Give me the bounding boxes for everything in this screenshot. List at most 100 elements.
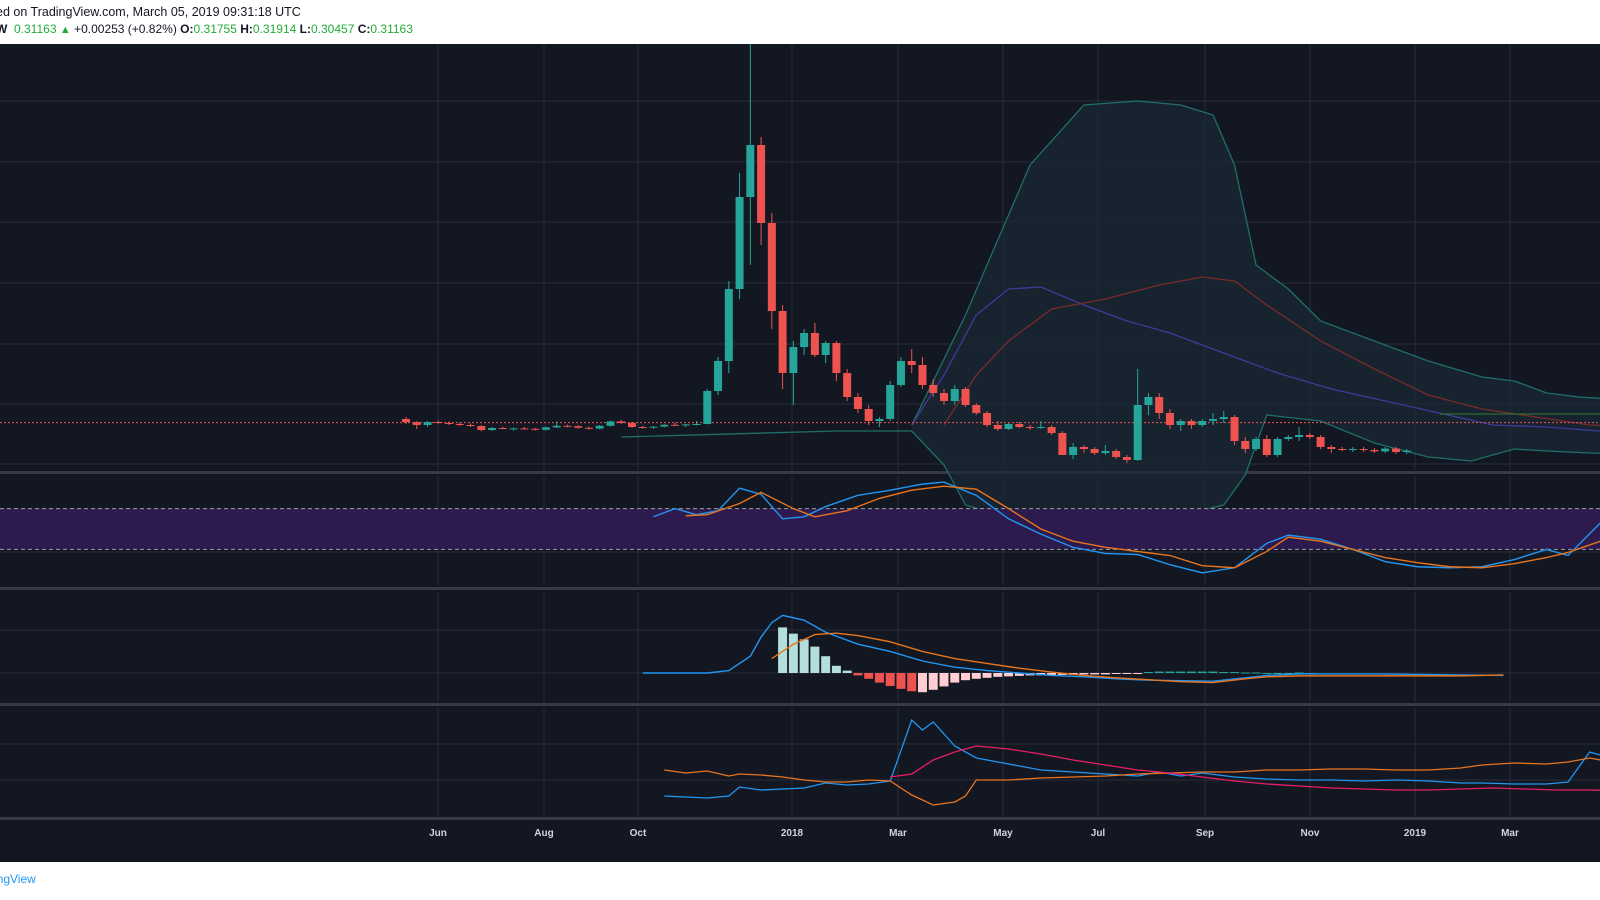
candle-body [563, 425, 572, 427]
macd-histogram-bar [1230, 672, 1240, 674]
candle-body [402, 419, 410, 422]
candle-body [983, 413, 992, 425]
macd-histogram-bar [1090, 673, 1100, 675]
price-panel[interactable] [0, 44, 1600, 526]
macd-histogram-bar [1197, 671, 1207, 673]
candle-body [445, 423, 454, 424]
candle-body [1402, 450, 1411, 452]
candle-body [1209, 419, 1217, 421]
candle-body [627, 423, 636, 427]
candle-body [509, 428, 518, 430]
macd-histogram-bar [1014, 673, 1024, 676]
candle-body [1359, 449, 1368, 450]
dmi-panel[interactable] [664, 718, 1600, 806]
candle-body [1165, 413, 1174, 425]
candle-body [1176, 421, 1185, 425]
close-label: C: [357, 22, 371, 36]
time-axis[interactable]: Jun Aug Oct 2018 Mar May Jul Sep Nov 2019 Mar [429, 828, 1519, 839]
macd-histogram-bar [864, 673, 874, 679]
candle-body [1273, 439, 1282, 455]
macd-histogram-bar [821, 656, 831, 673]
macd-histogram-bar [1057, 673, 1067, 675]
candle-body [886, 385, 895, 419]
candle-body [1370, 450, 1379, 452]
macd-histogram-bar [1186, 671, 1196, 673]
candle-body [1198, 421, 1207, 425]
low-value: 0.30457 [310, 22, 355, 36]
candle-body [853, 397, 862, 409]
up-arrow-icon: ▲ [59, 24, 71, 36]
macd-histogram-bar [917, 673, 927, 693]
time-axis-label: Nov [1301, 828, 1320, 839]
candle-body [541, 427, 550, 430]
candle-body [1305, 435, 1314, 437]
panel-separator [0, 703, 1600, 706]
candle-body [864, 409, 873, 421]
dmi-line [664, 757, 1600, 806]
macd-histogram-bar [1122, 673, 1132, 674]
macd-panel[interactable] [642, 614, 1504, 693]
candle-body [1133, 405, 1142, 460]
macd-histogram-bar [1165, 671, 1175, 673]
candle-body [1187, 421, 1196, 425]
candle-body [1015, 424, 1024, 427]
macd-histogram-bar [1240, 672, 1250, 674]
candle-body [1295, 435, 1304, 437]
rsi-line [653, 481, 1600, 574]
candle-body [1252, 439, 1261, 449]
chart-header: ed on TradingView.com, March 05, 2019 09… [0, 0, 1600, 44]
bollinger-lower-line [621, 414, 1600, 526]
macd-histogram-bar [1143, 672, 1153, 674]
macd-histogram-bar [831, 665, 841, 673]
candle-body [1036, 427, 1045, 428]
last-price: 0.31163 [14, 22, 57, 36]
candle-body [1338, 449, 1347, 450]
candle-body [843, 373, 852, 397]
macd-histogram-bar [1047, 673, 1057, 675]
candle-body [993, 425, 1002, 429]
dmi-line [890, 745, 1600, 791]
tradingview-brand[interactable]: ingView [0, 872, 36, 886]
macd-histogram-bar [993, 673, 1003, 677]
candle-body [574, 426, 583, 428]
candle-body [595, 425, 604, 429]
dmi-line [664, 718, 1600, 799]
macd-histogram-bar [907, 673, 917, 692]
macd-histogram-bar [950, 673, 960, 683]
chart-canvas[interactable]: Jun Aug Oct 2018 Mar May Jul Sep Nov 2019 Mar [0, 44, 1600, 862]
candle-body [961, 389, 970, 405]
rsi-band [0, 508, 1600, 550]
candle-body [778, 311, 787, 373]
candle-body [1327, 447, 1336, 449]
panel-separator [0, 817, 1600, 820]
candle-body [466, 425, 475, 426]
macd-histogram-bar [971, 673, 981, 679]
high-value: 0.31914 [252, 22, 297, 36]
candle-body [423, 422, 432, 425]
macd-histogram-bar [1273, 673, 1283, 674]
candle-body [810, 333, 819, 355]
candle-body [649, 426, 658, 428]
candle-body [832, 343, 841, 373]
macd-histogram-bar [788, 633, 798, 673]
candle-body [552, 425, 561, 428]
time-axis-label: Aug [534, 828, 553, 839]
macd-histogram-bar [982, 673, 992, 678]
candle-body [724, 289, 733, 361]
candle-body [1381, 448, 1390, 452]
rsi-line [685, 485, 1600, 569]
low-label: L: [299, 22, 311, 36]
candle-body [821, 343, 830, 355]
moving-average-slow [943, 276, 1600, 427]
macd-histogram-bar [896, 673, 906, 689]
rsi-panel[interactable] [0, 481, 1600, 574]
candle-body [767, 223, 776, 311]
candle-body [950, 389, 959, 401]
chart-area[interactable]: Jun Aug Oct 2018 Mar May Jul Sep Nov 2019 Mar [0, 44, 1600, 862]
time-axis-label: 2019 [1404, 828, 1427, 839]
high-label: H: [240, 22, 253, 36]
candle-body [520, 428, 529, 430]
chart-footer: ingView [0, 862, 1600, 900]
time-axis-label: Oct [630, 828, 647, 839]
candle-body [1122, 457, 1131, 460]
